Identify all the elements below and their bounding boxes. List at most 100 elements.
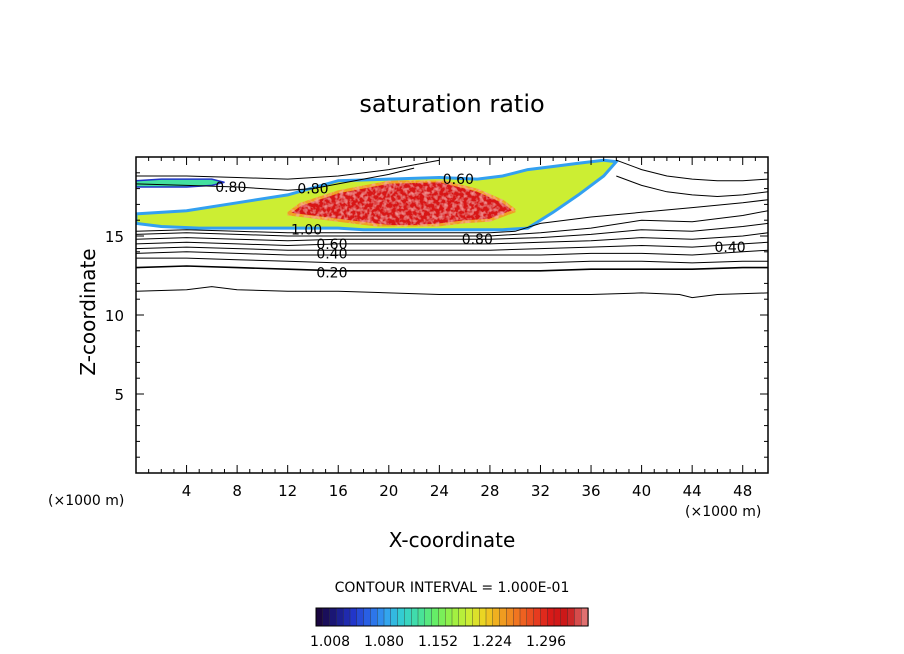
- colorbar-cell: [458, 607, 467, 627]
- colorbar-frame: [315, 607, 589, 627]
- colorbar-cell: [397, 607, 406, 627]
- colorbar-cell: [315, 607, 324, 627]
- colorbar-cell: [513, 607, 521, 627]
- colorbar-cell: [547, 607, 555, 627]
- colorbar-cell: [445, 607, 453, 627]
- colorbar-cell: [472, 607, 480, 627]
- contour-lines: [136, 159, 768, 299]
- colorbar-cell: [485, 607, 494, 627]
- colorbar-cell: [363, 607, 372, 627]
- contour-line: [136, 249, 768, 256]
- contour-label: 0.80: [297, 182, 328, 198]
- x-tick-label: 44: [683, 482, 702, 500]
- contour-line: [616, 159, 768, 182]
- x-tick-label: 40: [632, 482, 651, 500]
- x-tick-label: 36: [581, 482, 600, 500]
- colorbar-cell: [370, 607, 378, 627]
- contour-labels: 0.80 0.800.801.000.600.400.200.400.60: [215, 172, 745, 281]
- x-tick-label: 12: [278, 482, 297, 500]
- y-tick-label: 10: [105, 307, 124, 325]
- colorbar-tick-label: 1.008: [310, 634, 350, 650]
- shaded-field: [136, 158, 620, 232]
- colorbar-cell: [567, 607, 576, 627]
- x-tick-label: 24: [430, 482, 449, 500]
- colorbar-cell: [581, 607, 589, 627]
- colorbar-labels: 1.008 1.080 1.152 1.224 1.296: [310, 634, 566, 650]
- y-tick-label: 15: [105, 228, 124, 246]
- contour-label: 0.40: [714, 240, 745, 256]
- colorbar-cell: [492, 607, 501, 627]
- axis-ticks: [136, 157, 768, 473]
- contour-line: [136, 286, 768, 299]
- x-tick-label: 16: [329, 482, 348, 500]
- x-tick-label: 20: [379, 482, 398, 500]
- contour-label: 1.00: [291, 223, 322, 239]
- colorbar-cell: [390, 607, 399, 627]
- contour-label: 0.80: [462, 232, 493, 248]
- contour-line: [136, 210, 768, 237]
- colorbar-cell: [336, 607, 344, 627]
- x-tick-label: 8: [232, 482, 242, 500]
- contour-line: [136, 232, 768, 247]
- contour-interval: CONTOUR INTERVAL = 1.000E-01: [335, 580, 570, 596]
- contour-label: 0.60: [443, 172, 474, 188]
- x-unit-label-left: (×1000 m): [48, 493, 124, 509]
- plot-area: [136, 158, 768, 299]
- colorbar: [315, 607, 589, 627]
- contour-label: 0.80: [215, 180, 246, 196]
- contour-line: [136, 159, 440, 180]
- shaded-edge: [136, 158, 620, 232]
- colorbar-cell: [499, 607, 508, 627]
- contour-line: [136, 265, 768, 272]
- colorbar-cell: [343, 607, 351, 627]
- colorbar-cell: [349, 607, 358, 627]
- x-tick-label: 28: [480, 482, 499, 500]
- y-tick-labels: 5 10 15: [105, 228, 124, 404]
- contour-label: 0.60: [316, 237, 347, 253]
- colorbar-cell: [574, 607, 582, 627]
- colorbar-tick-label: 1.152: [418, 634, 458, 650]
- colorbar-cell: [533, 607, 542, 627]
- colorbar-cell: [479, 607, 487, 627]
- contour-line: [616, 175, 768, 198]
- x-tick-label: 48: [733, 482, 752, 500]
- colorbar-tick-label: 1.080: [364, 634, 404, 650]
- colorbar-cell: [356, 607, 365, 627]
- colorbar-cell: [519, 607, 528, 627]
- colorbar-cell: [431, 607, 440, 627]
- x-axis-title: X-coordinate: [389, 528, 516, 552]
- colorbar-cell: [465, 607, 474, 627]
- colorbar-cell: [417, 607, 426, 627]
- colorbar-cell: [526, 607, 535, 627]
- colorbar-cell: [329, 607, 338, 627]
- x-tick-label: 4: [182, 482, 192, 500]
- contour-label: 0.40: [316, 246, 347, 262]
- x-tick-label: 32: [531, 482, 550, 500]
- chart-title: saturation ratio: [359, 90, 544, 118]
- x-tick-labels: 4 8 12 16 20 24 28 32 36 40 44 48: [182, 482, 752, 500]
- colorbar-cell: [383, 607, 392, 627]
- contour-line: [136, 199, 768, 234]
- contour-line: [136, 241, 768, 251]
- colorbar-cell: [540, 607, 548, 627]
- colorbar-cell: [553, 607, 562, 627]
- colorbar-tick-label: 1.296: [526, 634, 566, 650]
- shaded-core: [283, 179, 519, 228]
- colorbar-cell: [451, 607, 460, 627]
- colorbar-cell: [560, 607, 569, 627]
- colorbar-cell: [438, 607, 446, 627]
- contour-line: [136, 257, 768, 264]
- x-unit-label-right: (×1000 m): [685, 504, 761, 520]
- colorbar-cell: [424, 607, 433, 627]
- y-tick-label: 5: [114, 386, 124, 404]
- contour-label: 0.20: [316, 265, 347, 281]
- colorbar-cell: [506, 607, 514, 627]
- y-axis-title: Z-coordinate: [76, 248, 100, 375]
- colorbar-cell: [322, 607, 331, 627]
- colorbar-cell: [411, 607, 419, 627]
- colorbar-cell: [404, 607, 412, 627]
- colorbar-tick-label: 1.224: [472, 634, 512, 650]
- contour-line: [136, 167, 415, 191]
- contour-line: [136, 222, 768, 242]
